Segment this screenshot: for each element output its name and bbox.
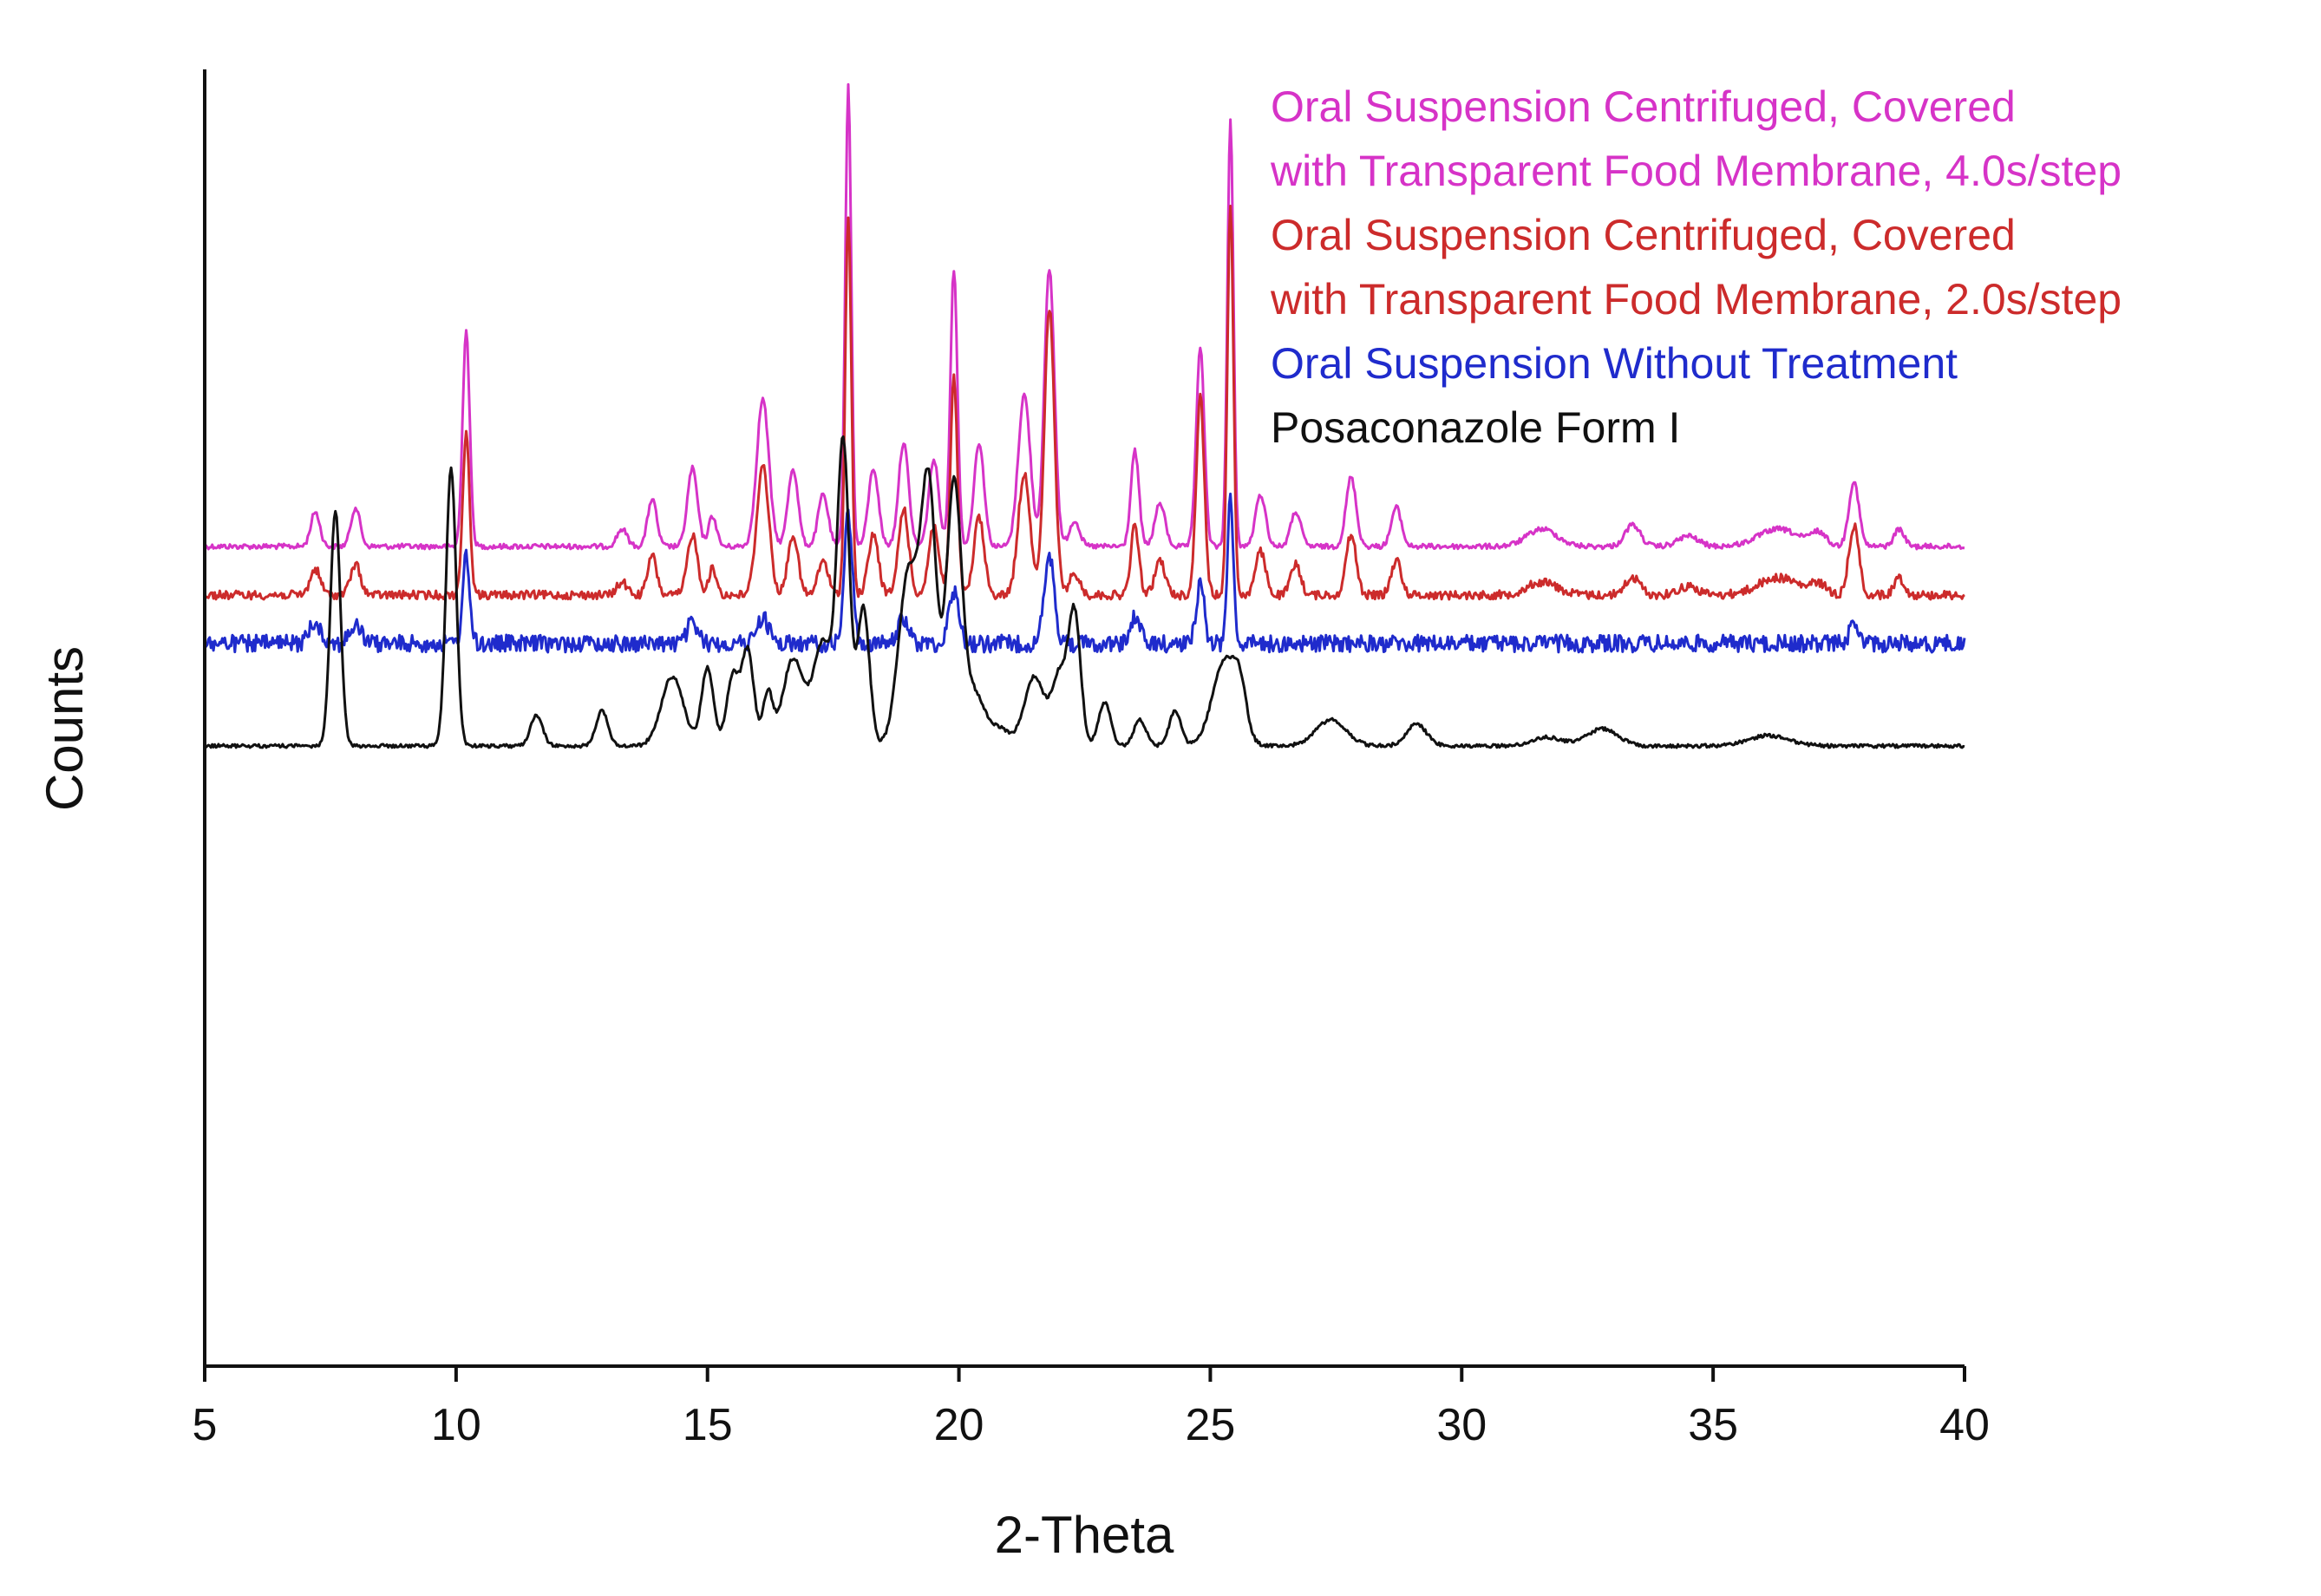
plot-series-group [203,82,1966,749]
x-tick-label-40: 40 [1939,1400,1990,1450]
series-line-2 [203,205,1965,601]
legend-entry-3-line-1: Oral Suspension Without Treatment [1271,339,1958,388]
x-tick-label-20: 20 [934,1400,984,1450]
legend-entry-1-line-1: Oral Suspension Centrifuged, Covered [1271,82,2016,131]
x-tick-label-25: 25 [1186,1400,1236,1450]
x-tick-label-10: 10 [431,1400,481,1450]
series-line-3 [204,492,1966,654]
series-line-1 [203,82,1965,551]
series-line-4 [203,435,1965,749]
legend-entry-2-line-1: Oral Suspension Centrifuged, Covered [1271,211,2016,259]
x-tick-label-group: 5 10 15 20 25 30 35 40 [193,1400,1990,1450]
x-tick-label-30: 30 [1436,1400,1487,1450]
x-tick-label-15: 15 [683,1400,733,1450]
legend: Oral Suspension Centrifuged, Covered with… [1270,82,2122,452]
x-tick-label-35: 35 [1688,1400,1738,1450]
legend-entry-1-line-2: with Transparent Food Membrane, 4.0s/ste… [1270,147,2122,195]
x-axis-title: 2-Theta [995,1506,1174,1564]
x-tick-label-5: 5 [193,1400,218,1450]
x-tick-group [203,1366,1966,1382]
y-axis-title: Counts [36,646,94,811]
legend-entry-2-line-2: with Transparent Food Membrane, 2.0s/ste… [1270,275,2122,324]
legend-entry-4-line-1: Posaconazole Form I [1271,403,1680,452]
